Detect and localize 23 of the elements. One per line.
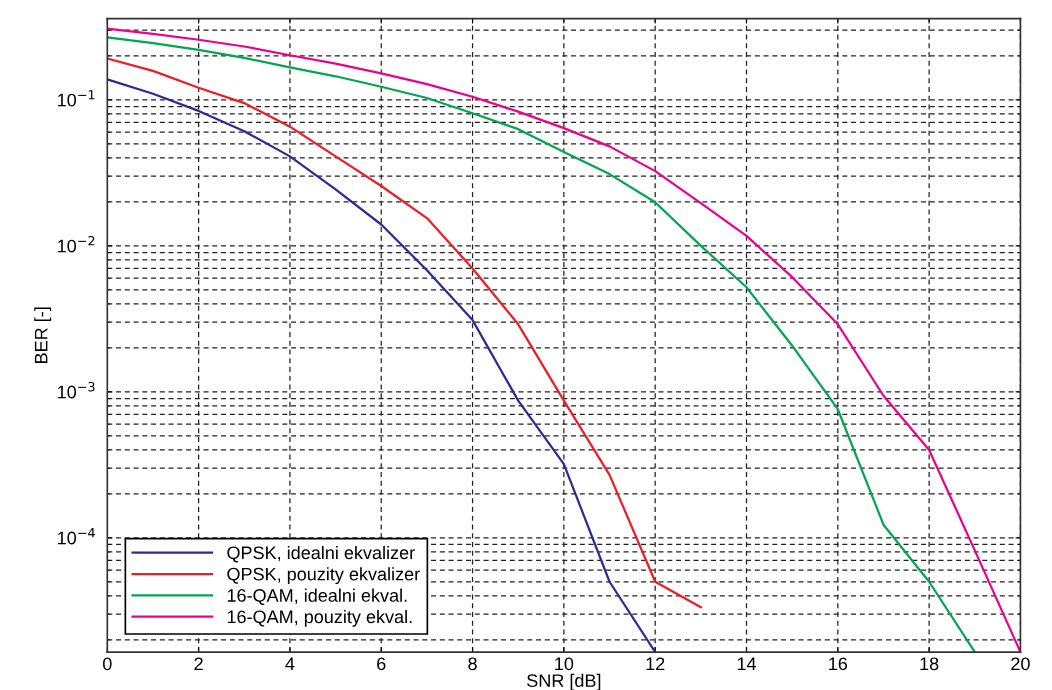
- x-axis-title: SNR [dB]: [527, 673, 601, 690]
- y-tick-label: 10$^{−2}$: [58, 235, 95, 253]
- x-tick-label: 4: [285, 657, 295, 670]
- x-tick-label: 6: [377, 657, 386, 671]
- legend-label: 16-QAM, pouzity ekval.: [227, 609, 412, 627]
- line-series: [107, 57, 702, 609]
- y-tick-label: 10$^{−1}$: [58, 90, 95, 107]
- x-tick-label: 18: [920, 657, 939, 671]
- x-tick-label: 12: [646, 657, 665, 670]
- y-tick-label: 10$^{−4}$: [58, 528, 95, 545]
- legend-label: QPSK, pouzity ekvalizer: [227, 567, 420, 585]
- x-tick-label: 8: [468, 657, 477, 671]
- legend-label: QPSK, idealni ekvalizer: [227, 545, 415, 563]
- y-axis-title: BER [-]: [34, 307, 52, 363]
- x-tick-label: 2: [194, 657, 203, 670]
- x-tick-label: 16: [829, 657, 848, 671]
- y-tick-label: 10$^{−3}$: [58, 381, 95, 399]
- line-series: [107, 78, 657, 653]
- legend-label: 16-QAM, idealni ekval.: [227, 588, 407, 606]
- x-tick-label: 14: [737, 657, 757, 670]
- x-tick-label: 10: [555, 657, 574, 671]
- x-tick-label: 0: [102, 657, 112, 671]
- x-tick-label: 20: [1011, 657, 1030, 671]
